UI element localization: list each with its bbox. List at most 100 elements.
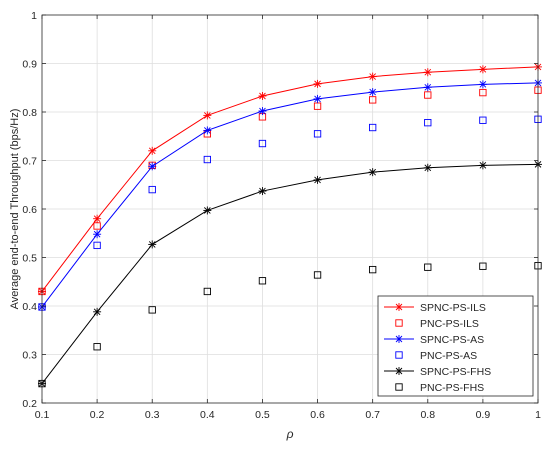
asterisk-marker: [148, 162, 157, 171]
asterisk-marker: [368, 72, 377, 81]
legend-entry-spnc-ps-fhs: SPNC-PS-FHS: [384, 366, 491, 378]
legend-entry-spnc-ps-as: SPNC-PS-AS: [384, 334, 484, 346]
square-marker: [369, 123, 377, 132]
x-tick-label: 1: [535, 409, 541, 421]
y-tick-label: 1: [31, 10, 37, 22]
square-marker-shape: [424, 91, 432, 99]
asterisk-marker: [313, 94, 322, 103]
legend-label: SPNC-PS-ILS: [420, 302, 486, 314]
asterisk-marker: [258, 91, 267, 100]
asterisk-stroke: [395, 303, 403, 311]
x-tick-label: 0.5: [255, 409, 270, 421]
square-marker: [479, 88, 487, 97]
asterisk-marker: [478, 65, 487, 74]
asterisk-stroke: [479, 81, 487, 88]
asterisk-stroke: [259, 107, 266, 115]
square-marker: [203, 155, 211, 164]
square-marker: [395, 319, 403, 327]
asterisk-marker: [395, 367, 403, 375]
square-marker: [258, 139, 267, 148]
asterisk-marker: [313, 175, 322, 184]
square-marker-shape: [148, 185, 156, 194]
square-marker-shape: [369, 123, 377, 132]
square-marker-shape: [203, 287, 211, 296]
x-tick-label: 0.2: [90, 409, 105, 421]
square-marker-shape: [258, 139, 267, 148]
square-marker: [424, 91, 432, 99]
square-marker-shape: [93, 343, 101, 351]
legend-entry-pnc-ps-as: PNC-PS-AS: [395, 350, 477, 362]
square-marker: [395, 351, 403, 359]
asterisk-stroke: [395, 335, 403, 343]
square-marker-shape: [424, 119, 432, 127]
square-marker: [313, 271, 322, 279]
asterisk-marker: [423, 83, 432, 92]
asterisk-marker: [478, 161, 487, 170]
square-marker-shape: [395, 351, 403, 359]
asterisk-stroke: [314, 80, 321, 88]
asterisk-stroke: [424, 164, 432, 172]
y-tick-label: 0.8: [22, 107, 37, 119]
legend-entry-pnc-ps-fhs: PNC-PS-FHS: [395, 382, 484, 394]
asterisk-marker: [93, 307, 102, 316]
square-marker-shape: [203, 155, 211, 164]
asterisk-marker: [395, 335, 403, 343]
asterisk-marker: [478, 80, 487, 89]
asterisk-marker: [93, 214, 102, 223]
asterisk-stroke: [93, 230, 101, 238]
series-spnc-ps-ils: [38, 62, 542, 296]
asterisk-stroke: [479, 66, 487, 73]
x-tick-label: 0.4: [200, 409, 215, 421]
square-marker: [93, 241, 101, 250]
square-marker: [93, 222, 101, 230]
asterisk-stroke: [148, 241, 156, 248]
y-tick-label: 0.4: [22, 301, 37, 313]
square-marker: [424, 263, 432, 271]
square-marker-shape: [258, 277, 267, 285]
square-marker: [395, 383, 403, 391]
square-marker-shape: [424, 263, 432, 271]
asterisk-stroke: [259, 187, 266, 195]
square-marker-shape: [148, 306, 156, 314]
square-marker: [148, 306, 156, 314]
square-marker: [479, 116, 487, 124]
asterisk-stroke: [204, 127, 211, 134]
square-marker-shape: [93, 241, 101, 250]
legend-box: [377, 295, 534, 397]
y-tick-label: 0.5: [22, 253, 37, 265]
legend-entry-pnc-ps-ils: PNC-PS-ILS: [395, 318, 479, 330]
square-marker-shape: [369, 265, 377, 274]
legend: SPNC-PS-ILS PNC-PS-ILS SPNC-PS-AS PNC-PS-AS…: [377, 295, 534, 397]
x-tick-label: 0.7: [365, 409, 380, 421]
square-marker: [479, 262, 487, 270]
asterisk-stroke: [204, 112, 211, 119]
asterisk-marker: [368, 88, 377, 97]
square-marker-shape: [313, 102, 322, 110]
y-tick-label: 0.6: [22, 204, 37, 216]
legend-label: PNC-PS-AS: [420, 350, 477, 362]
y-tick-label: 0.9: [22, 59, 37, 71]
square-marker: [148, 185, 156, 194]
asterisk-marker: [258, 187, 267, 196]
x-axis-label: ρ: [286, 427, 294, 441]
square-marker: [424, 119, 432, 127]
x-tick-label: 0.8: [420, 409, 435, 421]
asterisk-stroke: [204, 207, 211, 214]
square-marker-shape: [395, 319, 403, 327]
square-marker-shape: [313, 271, 322, 279]
asterisk-marker: [368, 168, 377, 177]
asterisk-stroke: [369, 88, 376, 96]
asterisk-marker: [423, 163, 432, 172]
asterisk-stroke: [259, 92, 266, 100]
asterisk-stroke: [93, 215, 101, 223]
square-marker: [369, 96, 377, 104]
x-tick-label: 0.9: [476, 409, 491, 421]
y-tick-label: 0.2: [22, 398, 37, 410]
legend-entry-spnc-ps-ils: SPNC-PS-ILS: [384, 302, 486, 314]
y-axis-label: Average end-to-end Throughput (bps/Hz): [9, 109, 21, 310]
legend-label: SPNC-PS-FHS: [420, 366, 491, 378]
square-marker-shape: [369, 96, 377, 104]
series-line-spnc-ps-as: [41, 82, 539, 308]
square-marker: [93, 343, 101, 351]
